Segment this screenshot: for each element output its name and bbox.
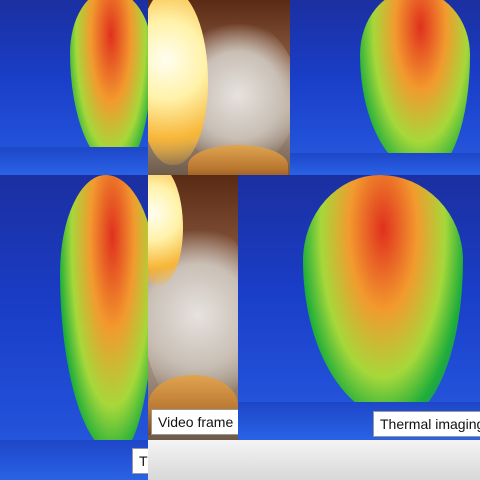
ground-band (0, 147, 148, 175)
plume-outer (303, 175, 463, 420)
thermal-image-bottom-right: Thermal imaging (238, 175, 480, 440)
ember-pile (188, 145, 288, 175)
plume-outer (70, 0, 148, 170)
video-frame-image-bottom: Video frame (148, 175, 238, 440)
plume-outer (60, 175, 148, 455)
caption-video-frame: Video frame (151, 409, 238, 435)
flame (148, 0, 208, 165)
thermal-image-bottom-left: Th (0, 175, 148, 480)
ground-band (290, 153, 480, 175)
thermal-image-top-left (0, 0, 148, 175)
thermal-image-top-right (290, 0, 480, 175)
caption-thermal-cut: Th (132, 448, 148, 474)
video-frame-image-top (148, 0, 290, 175)
ground-band (0, 440, 148, 480)
caption-thermal-imaging: Thermal imaging (373, 411, 480, 437)
bottom-strip (148, 440, 480, 480)
plume-outer (360, 0, 470, 175)
